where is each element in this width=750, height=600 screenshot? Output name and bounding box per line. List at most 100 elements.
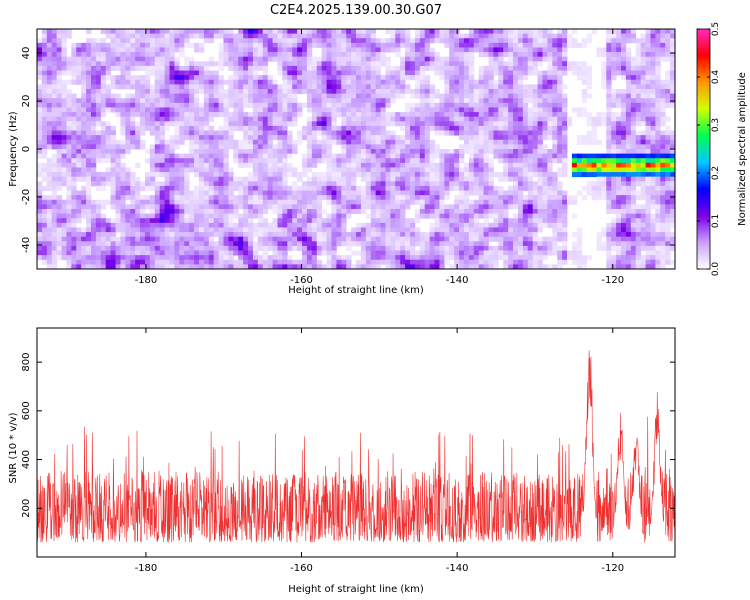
heatmap-cell xyxy=(473,93,480,99)
heatmap-cell xyxy=(228,167,234,173)
heatmap-cell xyxy=(625,144,632,150)
heatmap-cell xyxy=(208,172,215,178)
heatmap-cell xyxy=(164,112,170,118)
heatmap-cell xyxy=(601,190,607,196)
heatmap-cell xyxy=(429,199,435,205)
heatmap-cell xyxy=(380,61,386,67)
heatmap-cell xyxy=(252,172,259,178)
heatmap-cell xyxy=(76,79,82,85)
heatmap-cell xyxy=(537,199,543,205)
heatmap-cell xyxy=(645,162,651,168)
heatmap-cell xyxy=(184,33,190,39)
heatmap-cell xyxy=(356,190,362,196)
heatmap-cell xyxy=(81,70,87,76)
heatmap-cell xyxy=(670,149,675,155)
heatmap-cell xyxy=(46,33,53,39)
heatmap-cell xyxy=(385,135,391,141)
heatmap-cell xyxy=(370,158,377,164)
heatmap-cell xyxy=(459,89,465,95)
heatmap-cell xyxy=(586,121,592,127)
heatmap-cell xyxy=(41,199,48,205)
heatmap-cell xyxy=(184,130,190,136)
heatmap-cell xyxy=(449,61,455,67)
heatmap-cell xyxy=(243,222,249,228)
heatmap-cell xyxy=(616,213,622,219)
heatmap-cell xyxy=(174,158,180,164)
heatmap-cell xyxy=(375,172,381,178)
heatmap-cell xyxy=(95,199,102,205)
heatmap-cell xyxy=(66,116,72,122)
heatmap-cell xyxy=(302,130,308,136)
heatmap-cell xyxy=(311,149,318,155)
heatmap-cell xyxy=(51,218,58,224)
heatmap-cell xyxy=(385,42,391,48)
heatmap-cell xyxy=(444,56,450,62)
heatmap-cell xyxy=(90,75,97,81)
heatmap-cell xyxy=(434,125,440,131)
heatmap-cell xyxy=(179,98,185,104)
heatmap-cell xyxy=(66,33,72,39)
heatmap-cell xyxy=(125,195,131,201)
heatmap-cell xyxy=(655,116,661,122)
heatmap-cell xyxy=(424,84,431,90)
heatmap-cell xyxy=(385,158,391,164)
heatmap-cell xyxy=(203,162,210,168)
heatmap-cell xyxy=(252,135,259,141)
heatmap-cell xyxy=(351,89,357,95)
heatmap-cell xyxy=(297,176,303,182)
heatmap-cell xyxy=(218,139,224,145)
heatmap-cell xyxy=(660,98,666,104)
heatmap-cell xyxy=(302,181,308,187)
heatmap-cell xyxy=(208,98,215,104)
heatmap-cell xyxy=(262,162,269,168)
heatmap-cell xyxy=(385,93,391,99)
heatmap-cell xyxy=(76,158,82,164)
heatmap-cell xyxy=(311,218,318,224)
heatmap-cell xyxy=(562,116,568,122)
heatmap-cell xyxy=(498,79,504,85)
heatmap-cell xyxy=(380,153,386,159)
heatmap-cell xyxy=(76,162,82,168)
heatmap-cell xyxy=(198,158,205,164)
heatmap-cell xyxy=(562,158,568,164)
heatmap-cell xyxy=(179,38,185,44)
heatmap-cell xyxy=(144,79,151,85)
heatmap-cell xyxy=(292,33,298,39)
heatmap-cell xyxy=(586,172,592,178)
heatmap-cell xyxy=(576,112,583,118)
heatmap-cell xyxy=(257,144,264,150)
heatmap-cell xyxy=(434,176,440,182)
heatmap-cell xyxy=(262,98,269,104)
heatmap-cell xyxy=(616,190,622,196)
heatmap-cell xyxy=(414,190,421,196)
heatmap-cell xyxy=(606,172,612,178)
heatmap-cell xyxy=(262,52,269,58)
heatmap-cell xyxy=(621,144,627,150)
heatmap-cell xyxy=(473,47,480,53)
heatmap-cell xyxy=(282,176,288,182)
heatmap-cell xyxy=(252,125,259,131)
heatmap-cell xyxy=(164,172,170,178)
heatmap-cell xyxy=(463,112,470,118)
heatmap-cell xyxy=(262,65,269,71)
heatmap-cell xyxy=(238,112,244,118)
heatmap-cell xyxy=(110,125,116,131)
heatmap-cell xyxy=(621,47,627,53)
heatmap-cell xyxy=(360,29,367,35)
heatmap-cell xyxy=(61,112,67,118)
heatmap-cell xyxy=(468,121,475,127)
heatmap-cell xyxy=(203,227,210,233)
heatmap-cell xyxy=(316,61,323,67)
heatmap-cell xyxy=(71,213,77,219)
heatmap-cell xyxy=(213,162,219,168)
heatmap-cell xyxy=(257,218,264,224)
heatmap-cell xyxy=(302,172,308,178)
heatmap-cell xyxy=(468,56,475,62)
heatmap-cell xyxy=(419,121,426,127)
heatmap-cell xyxy=(625,112,632,118)
heatmap-cell xyxy=(537,213,543,219)
heatmap-cell xyxy=(645,65,651,71)
heatmap-cell xyxy=(400,149,406,155)
heatmap-cell xyxy=(189,61,195,67)
heatmap-cell xyxy=(213,213,219,219)
